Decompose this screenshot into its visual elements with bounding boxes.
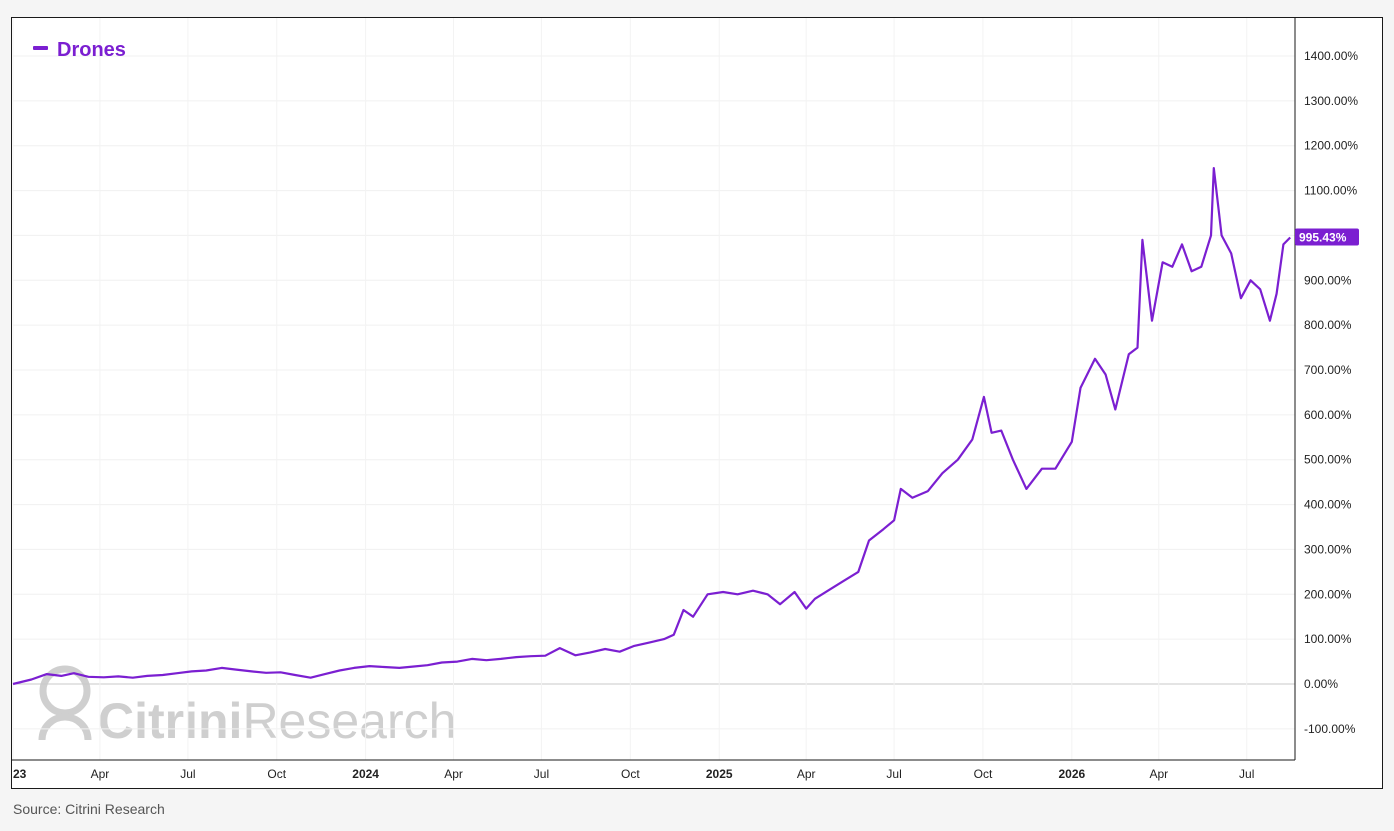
citrini-watermark-logo: CitriniResearch (38, 665, 456, 749)
x-tick-label: Apr (91, 767, 110, 781)
y-tick-label: 200.00% (1304, 587, 1352, 601)
y-tick-label: 400.00% (1304, 498, 1352, 512)
last-value-badge (1295, 228, 1359, 246)
y-tick-label: 0.00% (1304, 677, 1338, 691)
y-tick-label: 1100.00% (1304, 184, 1357, 198)
y-axis-labels: -100.00% 0.00% 100.00% 200.00% 300.00% 400.00… (1304, 49, 1358, 736)
x-tick-label: Jul (180, 767, 195, 781)
x-tick-label: 2026 (1058, 767, 1085, 781)
x-tick-label: Apr (797, 767, 816, 781)
legend-swatch-drones (33, 46, 48, 50)
watermark-icon-body (38, 713, 92, 741)
last-value-marker: 995.43% (1295, 228, 1359, 246)
x-tick-label: Jul (886, 767, 901, 781)
y-tick-label: -100.00% (1304, 722, 1356, 736)
watermark-text: CitriniResearch (98, 693, 456, 749)
legend-label-drones: Drones (57, 39, 126, 61)
y-tick-label: 900.00% (1304, 273, 1352, 287)
watermark-text-bold: Citrini (98, 693, 242, 749)
series-line-drones (12, 167, 1291, 686)
x-tick-label: Jul (534, 767, 549, 781)
y-tick-label: 300.00% (1304, 542, 1352, 556)
x-tick-label: 2024 (352, 767, 379, 781)
x-tick-label: Jul (1239, 767, 1254, 781)
x-tick-label: Oct (974, 767, 993, 781)
x-tick-label: Apr (1149, 767, 1168, 781)
x-tick-label: Oct (267, 767, 286, 781)
x-tick-label: Oct (621, 767, 640, 781)
chart-frame: CitriniResearch -100.00% 0.00% 100.00% 200.… (11, 17, 1383, 789)
y-tick-label: 500.00% (1304, 453, 1352, 467)
source-note: Source: Citrini Research (13, 801, 165, 817)
x-axis-labels: 23 Apr Jul Oct 2024 Apr Jul Oct 2025 Apr Jul Oct 202… (13, 767, 1254, 781)
x-tick-label: Apr (444, 767, 463, 781)
y-tick-label: 1400.00% (1304, 49, 1358, 63)
y-tick-label: 700.00% (1304, 363, 1352, 377)
last-value-label: 995.43% (1299, 230, 1347, 244)
x-tick-label: 23 (13, 767, 27, 781)
y-tick-label: 100.00% (1304, 632, 1352, 646)
y-tick-label: 1300.00% (1304, 94, 1358, 108)
y-tick-label: 1200.00% (1304, 139, 1358, 153)
chart-legend[interactable]: Drones (33, 39, 126, 61)
watermark-icon-head (39, 665, 91, 717)
y-tick-label: 600.00% (1304, 408, 1352, 422)
chart-grid (12, 18, 1296, 760)
drones-performance-chart: CitriniResearch -100.00% 0.00% 100.00% 200.… (12, 18, 1359, 781)
y-tick-label: 800.00% (1304, 318, 1352, 332)
watermark-text-regular: Research (242, 693, 456, 749)
x-tick-label: 2025 (706, 767, 733, 781)
